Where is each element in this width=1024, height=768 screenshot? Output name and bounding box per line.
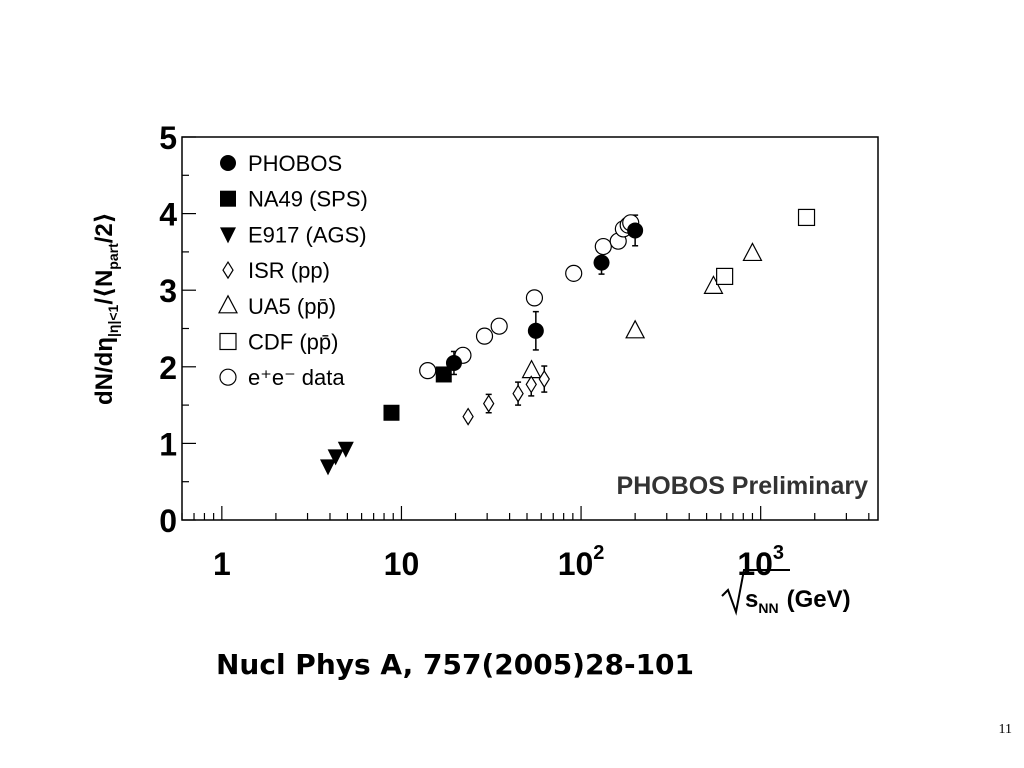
x-axis-label: sNN (GeV) [721,569,851,616]
data-point [490,317,508,335]
data-point [716,267,734,286]
y-label-tail: /2⟩ [91,212,118,243]
data-point [482,394,495,413]
y-label-part: part [105,243,121,270]
y-tick-label: 4 [159,197,177,233]
data-point [337,441,354,458]
page-number: 11 [998,722,1012,737]
legend-label: NA49 (SPS) [248,187,368,212]
y-tick-label: 5 [159,120,177,156]
legend-marker [220,155,236,171]
chart-annotation: PHOBOS Preliminary [617,472,869,500]
x-tick-label-base: 10 [558,546,594,582]
data-point [594,237,612,256]
legend: PHOBOS NA49 (SPS) E917 (AGS) ISR (pp) UA5 (p… [218,151,368,390]
y-tick-label: 2 [159,350,177,386]
x-tick-label-exponent: 3 [773,542,784,564]
y-tick-label: 3 [159,273,177,309]
y-tick-labels: 0 1 2 3 4 5 [159,120,177,539]
x-label-unit: (GeV) [787,586,851,613]
y-label-main: dN/dη [91,337,118,405]
legend-label: CDF (pp̄) [248,330,338,355]
x-tick-label: 10 [384,546,420,582]
data-point [462,407,474,426]
x-tick-labels: 1 10 102 103 [213,542,784,582]
data-point [625,319,646,339]
data-point [627,222,644,239]
data-point [527,322,544,339]
y-axis-label: dN/dη|η|<1/⟨Npart/2⟩ [91,212,121,405]
x-tick-label: 103 [737,542,784,582]
svg-text:dN/dη|η|<1/⟨Npart/2⟩: dN/dη|η|<1/⟨Npart/2⟩ [91,212,121,405]
y-label-divider: /⟨N [91,270,118,305]
data-point [327,449,344,466]
x-tick-label-base: 10 [384,546,420,582]
data-point [538,369,550,389]
y-tick-label: 1 [159,426,177,462]
x-tick-label-exponent: 2 [593,542,604,564]
data-point [565,264,583,282]
axis-ticks [181,136,870,521]
y-label-range: |η|<1 [105,304,121,337]
legend-marker [220,227,236,244]
x-label-sqrt: s [745,586,758,613]
x-tick-label: 102 [558,542,605,582]
data-point [525,289,544,307]
legend-marker [219,368,237,386]
legend-label: ISR (pp) [248,258,330,283]
data-point [445,354,462,371]
data-point [475,327,494,345]
x-tick-label-base: 1 [213,546,231,582]
data-point [521,359,542,379]
legend-label: e⁺e⁻ data [248,365,345,390]
legend-marker [218,294,238,314]
x-label-subscript: NN [758,600,778,616]
data-point [525,375,537,394]
data-point [797,208,816,227]
sqrt-symbol [721,569,790,616]
data-point [593,254,610,271]
legend-label: PHOBOS [248,151,342,176]
legend-marker [219,332,237,351]
y-tick-label: 0 [159,503,177,539]
legend-marker [222,260,234,280]
legend-label: E917 (AGS) [248,222,367,247]
data-point [742,242,763,262]
data-point [383,404,400,421]
legend-label: UA5 (pp̄) [248,294,336,319]
svg-text:sNN(GeV): sNN (GeV) [745,586,851,616]
data-point [419,362,437,380]
x-tick-label: 1 [213,546,231,582]
legend-marker [220,190,236,207]
data-point [512,384,524,403]
data-point [435,366,452,383]
data-markers [320,208,816,476]
data-point [320,459,337,476]
citation: Nucl Phys A, 757(2005)28-101 [216,648,695,681]
